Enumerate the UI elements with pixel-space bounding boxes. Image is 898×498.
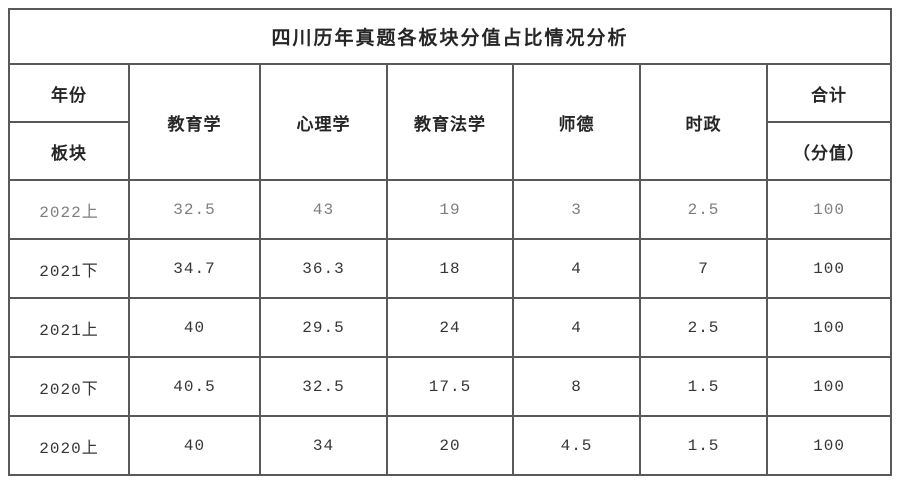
total-cell: 100 [765, 238, 893, 299]
value-cell: 3 [512, 179, 641, 240]
col-header-education-law: 教育法学 [386, 63, 514, 181]
table-row-2021s2: 2021下 34.7 36.3 18 4 7 100 [8, 238, 893, 299]
value-cell: 17.5 [386, 356, 514, 417]
total-cell: 100 [765, 415, 893, 476]
total-cell: 100 [765, 179, 893, 240]
col-header-teacher-ethics: 师德 [512, 63, 641, 181]
value-cell: 19 [386, 179, 514, 240]
year-cell: 2021下 [8, 238, 130, 299]
table-row-2020s2: 2020下 40.5 32.5 17.5 8 1.5 100 [8, 356, 893, 417]
table-row-2022s1: 2022上 32.5 43 19 3 2.5 100 [8, 179, 893, 240]
header-total-unit: （分值） [765, 121, 893, 181]
total-cell: 100 [765, 356, 893, 417]
value-cell: 36.3 [259, 238, 388, 299]
value-cell: 29.5 [259, 297, 388, 358]
col-header-psychology: 心理学 [259, 63, 388, 181]
year-cell: 2022上 [8, 179, 130, 240]
value-cell: 43 [259, 179, 388, 240]
total-cell: 100 [765, 297, 893, 358]
value-cell: 2.5 [639, 179, 768, 240]
value-cell: 4 [512, 297, 641, 358]
col-header-current-politics: 时政 [639, 63, 768, 181]
table-row-2021s1: 2021上 40 29.5 24 4 2.5 100 [8, 297, 893, 358]
year-cell: 2021上 [8, 297, 130, 358]
value-cell: 1.5 [639, 356, 768, 417]
year-cell: 2020下 [8, 356, 130, 417]
value-cell: 40 [128, 415, 261, 476]
value-cell: 40 [128, 297, 261, 358]
value-cell: 34.7 [128, 238, 261, 299]
header-row-top: 年份 教育学 心理学 教育法学 师德 时政 合计 [8, 63, 893, 181]
header-section: 板块 [8, 121, 130, 181]
header-total: 合计 [765, 63, 893, 123]
value-cell: 24 [386, 297, 514, 358]
score-table: 四川历年真题各板块分值占比情况分析 年份 教育学 心理学 教育法学 师德 时政 … [7, 8, 893, 476]
value-cell: 40.5 [128, 356, 261, 417]
year-cell: 2020上 [8, 415, 130, 476]
header-year: 年份 [8, 63, 130, 123]
value-cell: 32.5 [128, 179, 261, 240]
value-cell: 20 [386, 415, 514, 476]
value-cell: 1.5 [639, 415, 768, 476]
value-cell: 32.5 [259, 356, 388, 417]
value-cell: 7 [639, 238, 768, 299]
header-row-bottom: 板块 （分值） [8, 121, 893, 181]
value-cell: 2.5 [639, 297, 768, 358]
table-title: 四川历年真题各板块分值占比情况分析 [7, 8, 893, 65]
value-cell: 8 [512, 356, 641, 417]
value-cell: 18 [386, 238, 514, 299]
table-row-2020s1: 2020上 40 34 20 4.5 1.5 100 [8, 415, 893, 476]
value-cell: 34 [259, 415, 388, 476]
title-row: 四川历年真题各板块分值占比情况分析 [7, 8, 893, 65]
value-cell: 4.5 [512, 415, 641, 476]
value-cell: 4 [512, 238, 641, 299]
col-header-education: 教育学 [128, 63, 261, 181]
